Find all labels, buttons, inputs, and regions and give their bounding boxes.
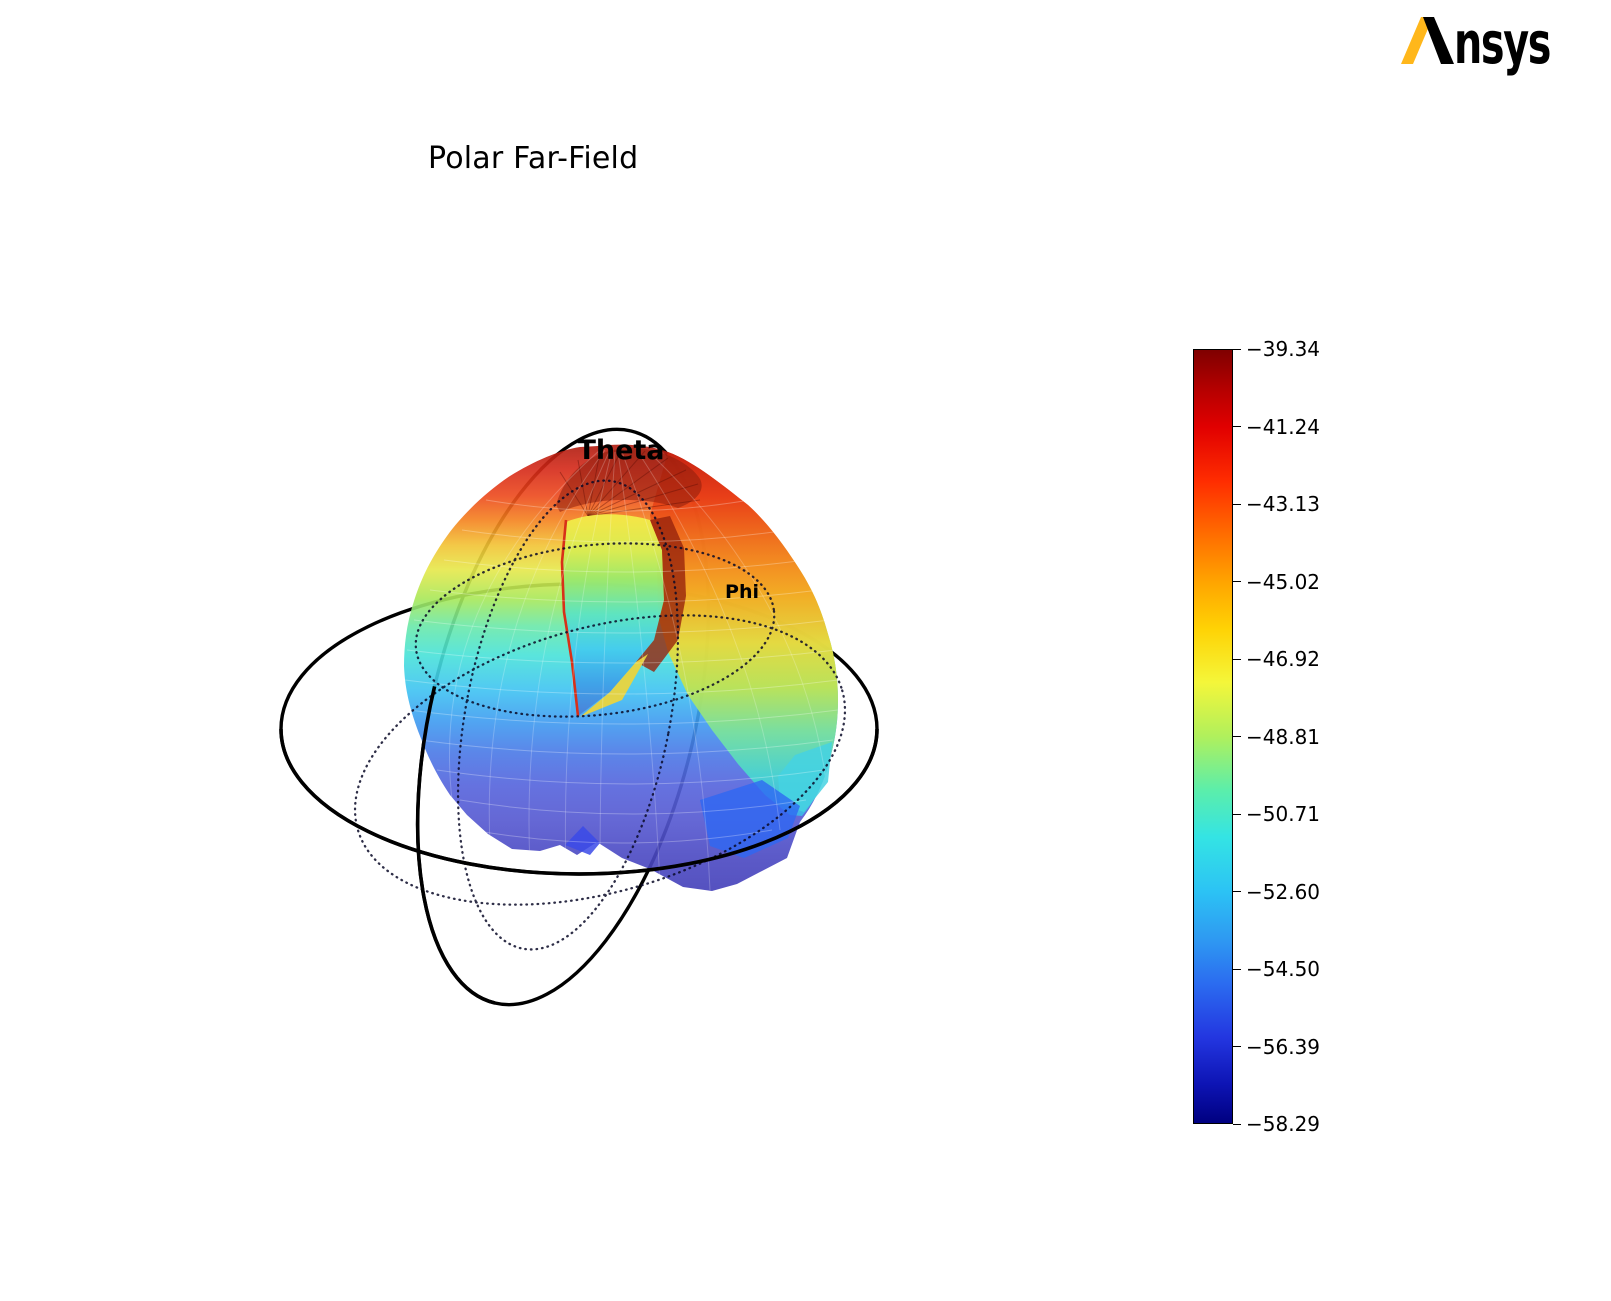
pattern-facet-blue-small [565,826,600,855]
pattern-notch [562,514,664,716]
colorbar-tick: −50.71 [1233,802,1320,826]
colorbar-tick-mark [1233,426,1241,427]
colorbar-tick-mark [1233,581,1241,582]
colorbar-tick: −56.39 [1233,1035,1320,1059]
colorbar-tick-label: −46.92 [1246,647,1321,671]
colorbar-tick-label: −56.39 [1246,1034,1321,1059]
colorbar-tick-label: −43.13 [1246,492,1321,516]
cap-interior [556,447,702,512]
ansys-logo-a-right-icon [1423,17,1454,64]
colorbar-tick-mark [1233,736,1241,737]
ansys-logo-text: nsys [1454,11,1550,77]
colorbar-tick: −39.34 [1233,337,1320,361]
colorbar-tick-label: −41.24 [1246,414,1321,439]
colorbar-tick: −54.50 [1233,957,1320,981]
colorbar-tick-mark [1233,658,1241,660]
colorbar-tick: −58.29 [1233,1112,1320,1136]
notch-funnel-spike [580,654,648,717]
colorbar-tick-label: −39.34 [1246,337,1321,361]
colorbar-gradient [1193,349,1233,1124]
colorbar-tick-label: −52.60 [1246,879,1321,904]
colorbar-tick-label: −45.02 [1246,569,1321,594]
colorbar-tick-mark [1233,813,1241,815]
pattern-main-lobe [650,452,838,816]
colorbar-tick: −41.24 [1233,415,1320,439]
plot-title: Polar Far-Field [428,141,639,176]
colorbar-tick-mark [1233,348,1241,350]
phi-circle-front-arc [279,728,879,876]
farfield-3d-plot: Theta Phi [279,427,879,1007]
colorbar-tick-label: −58.29 [1246,1112,1321,1136]
colorbar-tick: −45.02 [1233,570,1320,594]
colorbar-tick-mark [1233,1046,1241,1047]
pattern-facet-cyan [778,742,832,812]
colorbar-tick: −46.92 [1233,647,1320,671]
dotted-circle-upper [414,542,776,718]
ansys-logo: nsys [1401,11,1552,77]
colorbar-tick-label: −50.71 [1246,802,1321,826]
colorbar-tick-mark [1233,1123,1241,1125]
colorbar-tick-mark [1233,503,1241,505]
theta-circle-front-arc [415,685,496,1005]
ansys-logo-slash-icon [1401,17,1433,64]
phi-axis-label: Phi [725,581,759,603]
surface-mesh-lines [404,449,838,891]
dotted-circle-meridian [456,479,680,951]
colorbar: −39.34 −41.24 −43.13 −45.02 −46.92 −48.81 −50.… [1193,337,1320,1136]
colorbar-tick: −48.81 [1233,725,1320,749]
theta-axis-label: Theta [577,435,664,466]
dotted-circles [353,479,847,951]
colorbar-tick-label: −54.50 [1246,957,1321,981]
colorbar-tick: −52.60 [1233,880,1320,904]
colorbar-tick: −43.13 [1233,492,1320,516]
cap-spokes [559,448,701,517]
notch-inner-wall [636,516,686,672]
colorbar-tick-label: −48.81 [1246,724,1321,749]
colorbar-tick-mark [1233,968,1241,970]
colorbar-ticks: −39.34 −41.24 −43.13 −45.02 −46.92 −48.81 −50.… [1233,337,1353,1136]
dotted-circle-lower [353,614,847,906]
colorbar-tick-mark [1233,891,1241,892]
